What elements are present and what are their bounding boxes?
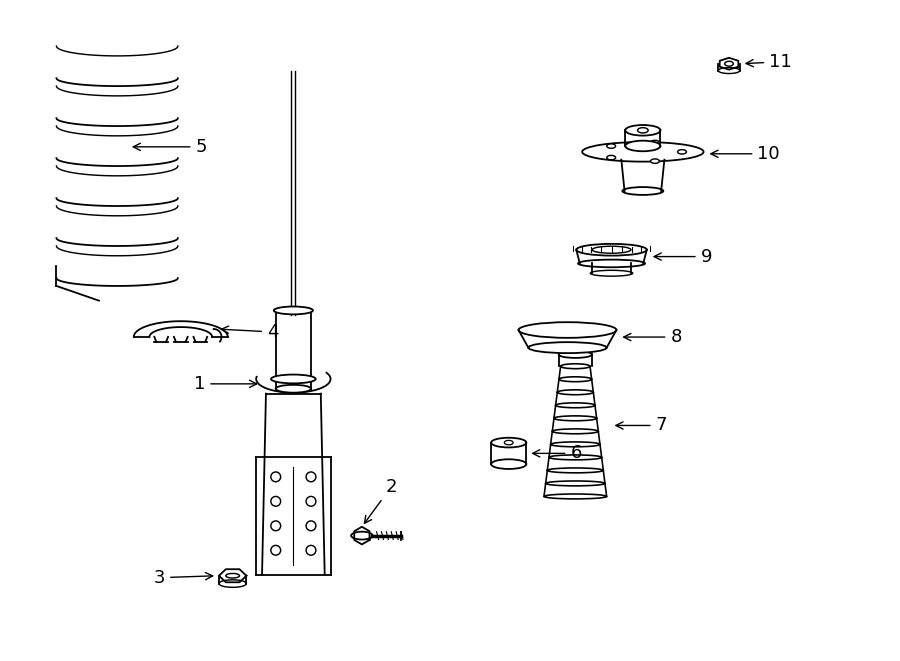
Ellipse shape [607,144,616,148]
Text: 9: 9 [654,248,712,266]
Ellipse shape [576,244,647,256]
Ellipse shape [651,159,660,163]
Ellipse shape [561,364,590,369]
Ellipse shape [557,390,593,395]
Ellipse shape [504,440,513,445]
Text: 10: 10 [711,145,780,163]
Circle shape [271,521,281,531]
Text: 1: 1 [194,375,256,393]
Ellipse shape [578,260,645,267]
Ellipse shape [528,342,607,353]
Ellipse shape [623,187,663,195]
Ellipse shape [607,155,616,160]
Circle shape [306,472,316,482]
Ellipse shape [551,442,600,447]
Text: 6: 6 [533,444,581,462]
Ellipse shape [219,580,247,588]
Ellipse shape [626,125,661,136]
Text: 3: 3 [154,568,212,587]
Ellipse shape [555,403,595,408]
Text: 4: 4 [221,323,278,341]
Ellipse shape [724,61,733,66]
Ellipse shape [590,270,633,276]
Circle shape [271,496,281,506]
Ellipse shape [544,494,607,499]
Circle shape [306,521,316,531]
Ellipse shape [582,142,704,162]
Ellipse shape [226,574,239,578]
Ellipse shape [545,481,605,486]
Ellipse shape [651,140,660,145]
Ellipse shape [637,128,648,133]
Ellipse shape [271,375,316,383]
Text: 2: 2 [364,478,397,524]
Ellipse shape [275,385,311,393]
Ellipse shape [491,438,526,447]
Circle shape [271,472,281,482]
Ellipse shape [547,468,603,473]
Ellipse shape [718,67,740,73]
Ellipse shape [274,307,313,315]
Circle shape [306,496,316,506]
Circle shape [306,545,316,555]
Ellipse shape [554,416,597,421]
Ellipse shape [549,455,601,460]
Circle shape [271,545,281,555]
Ellipse shape [553,429,599,434]
Ellipse shape [351,531,373,539]
Ellipse shape [559,377,591,381]
Text: 8: 8 [624,328,681,346]
Ellipse shape [518,322,617,338]
Text: 7: 7 [616,416,667,434]
Ellipse shape [559,351,592,358]
Ellipse shape [678,149,687,154]
Ellipse shape [592,246,631,253]
Ellipse shape [626,141,661,151]
Text: 5: 5 [133,138,207,156]
Ellipse shape [491,459,526,469]
Text: 11: 11 [746,53,792,71]
